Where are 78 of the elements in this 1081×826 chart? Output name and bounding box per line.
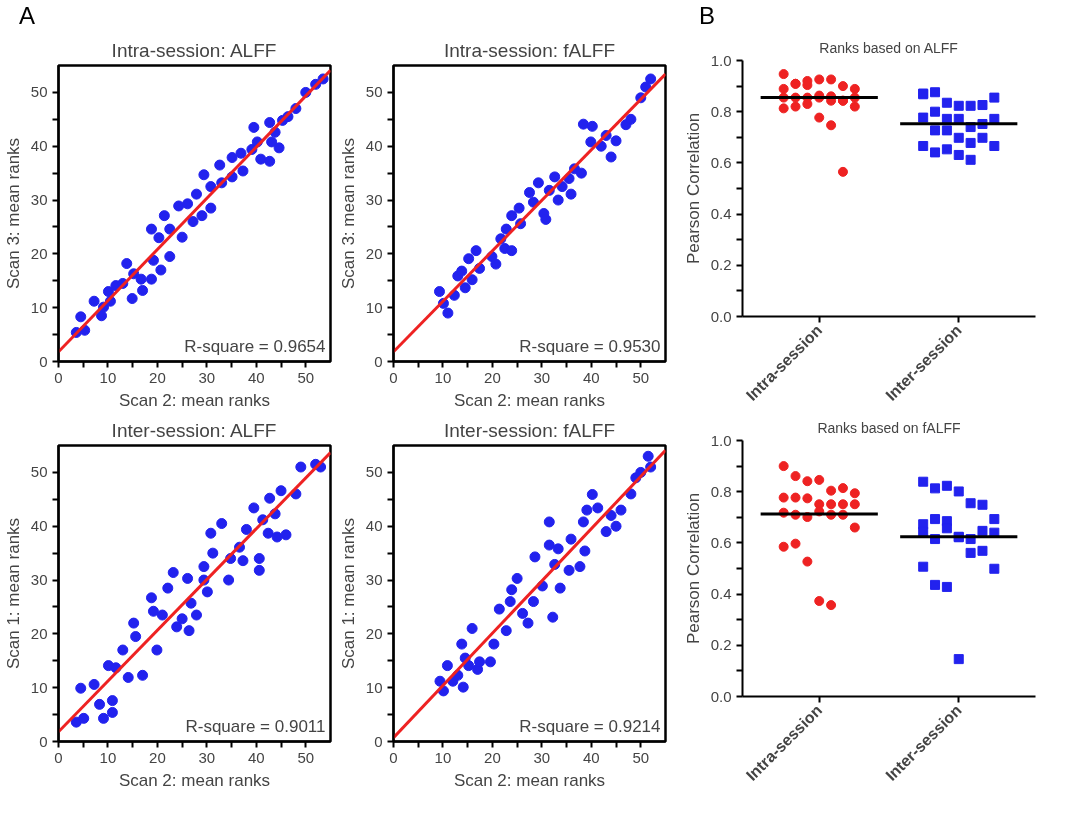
y-tick-label: 50: [365, 463, 383, 481]
x-tick-label: 40: [247, 748, 265, 766]
y-axis-title: Scan 1: mean ranks: [3, 517, 23, 670]
annotation: R-square = 0.9214: [519, 716, 661, 736]
annotation: R-square = 0.9654: [184, 336, 326, 356]
y-tick-label: 0.0: [710, 687, 732, 705]
x-tick-label: 40: [247, 368, 265, 386]
x-tick-label: 20: [484, 368, 501, 386]
y-tick-label: 0.4: [710, 585, 732, 603]
y-tick-label: 20: [30, 244, 48, 262]
y-tick-label: 30: [365, 191, 383, 209]
y-tick-label: 10: [365, 678, 383, 696]
y-tick-label: 20: [365, 244, 383, 262]
x-axis-title: Scan 2: mean ranks: [118, 390, 271, 410]
y-tick-label: 0.6: [710, 153, 732, 171]
y-tick-label: 40: [30, 137, 48, 155]
chart-title: Intra-session: ALFF: [111, 39, 277, 61]
y-axis-title: Scan 3: mean ranks: [3, 137, 23, 290]
x-tick-label: 50: [632, 748, 650, 766]
x-tick-label: 50: [297, 748, 315, 766]
y-axis-title: Pearson Correlation: [683, 112, 703, 265]
chart-title: Inter-session: ALFF: [111, 419, 277, 441]
annotation: R-square = 0.9011: [185, 716, 326, 736]
text: A: [19, 2, 36, 29]
y-tick-label: 0.8: [710, 482, 732, 500]
x-tick-label: 50: [297, 368, 315, 386]
x-tick-label: 10: [434, 368, 452, 386]
x-tick-label: 40: [582, 748, 600, 766]
y-tick-label: 1.0: [710, 431, 732, 449]
x-tick-label: 30: [198, 748, 216, 766]
y-tick-label: 50: [30, 83, 48, 101]
y-axis-title: Scan 3: mean ranks: [338, 137, 358, 290]
x-axis-title: Scan 2: mean ranks: [453, 390, 606, 410]
x-tick-label: 10: [99, 368, 117, 386]
x-axis-title: Scan 2: mean ranks: [453, 770, 606, 790]
x-tick-label: 20: [484, 748, 501, 766]
y-tick-label: 0.6: [710, 533, 732, 551]
annotation: R-square = 0.9530: [519, 336, 661, 356]
y-tick-label: 30: [365, 571, 383, 589]
y-tick-label: 20: [365, 624, 383, 642]
y-axis-title: Scan 1: mean ranks: [338, 517, 358, 670]
x-tick-label: 10: [434, 748, 452, 766]
chart-title: Inter-session: fALFF: [443, 419, 616, 441]
y-tick-label: 20: [30, 624, 48, 642]
chart-title: Ranks based on ALFF: [819, 39, 958, 56]
x-tick-label: 20: [149, 368, 166, 386]
y-tick-label: 40: [30, 517, 48, 535]
chart-title: Intra-session: fALFF: [443, 39, 616, 61]
y-tick-label: 0.4: [710, 205, 732, 223]
x-tick-label: 0: [54, 748, 63, 766]
y-tick-label: 10: [30, 298, 48, 316]
y-tick-label: 0.0: [710, 307, 732, 325]
x-tick-label: 20: [149, 748, 166, 766]
x-tick-label: 40: [582, 368, 600, 386]
y-tick-label: 50: [365, 83, 383, 101]
x-axis-title: Scan 2: mean ranks: [118, 770, 271, 790]
x-tick-label: 30: [533, 368, 551, 386]
x-tick-label: 10: [99, 748, 117, 766]
y-tick-label: 30: [30, 191, 48, 209]
x-tick-label: 0: [389, 748, 398, 766]
y-axis-title: Pearson Correlation: [683, 492, 703, 645]
y-tick-label: 0.8: [710, 102, 732, 120]
y-tick-label: 50: [30, 463, 48, 481]
y-tick-label: 1.0: [710, 51, 732, 69]
chart-title: Ranks based on fALFF: [817, 419, 961, 436]
x-tick-label: 0: [54, 368, 63, 386]
x-tick-label: 50: [632, 368, 650, 386]
y-tick-label: 10: [30, 678, 48, 696]
y-tick-label: 10: [365, 298, 383, 316]
text: B: [699, 2, 716, 29]
x-tick-label: 0: [389, 368, 398, 386]
y-tick-label: 40: [365, 137, 383, 155]
y-tick-label: 0.2: [710, 636, 732, 654]
y-tick-label: 30: [30, 571, 48, 589]
x-tick-label: 30: [533, 748, 551, 766]
y-tick-label: 0.2: [710, 256, 732, 274]
y-tick-label: 40: [365, 517, 383, 535]
x-tick-label: 30: [198, 368, 216, 386]
